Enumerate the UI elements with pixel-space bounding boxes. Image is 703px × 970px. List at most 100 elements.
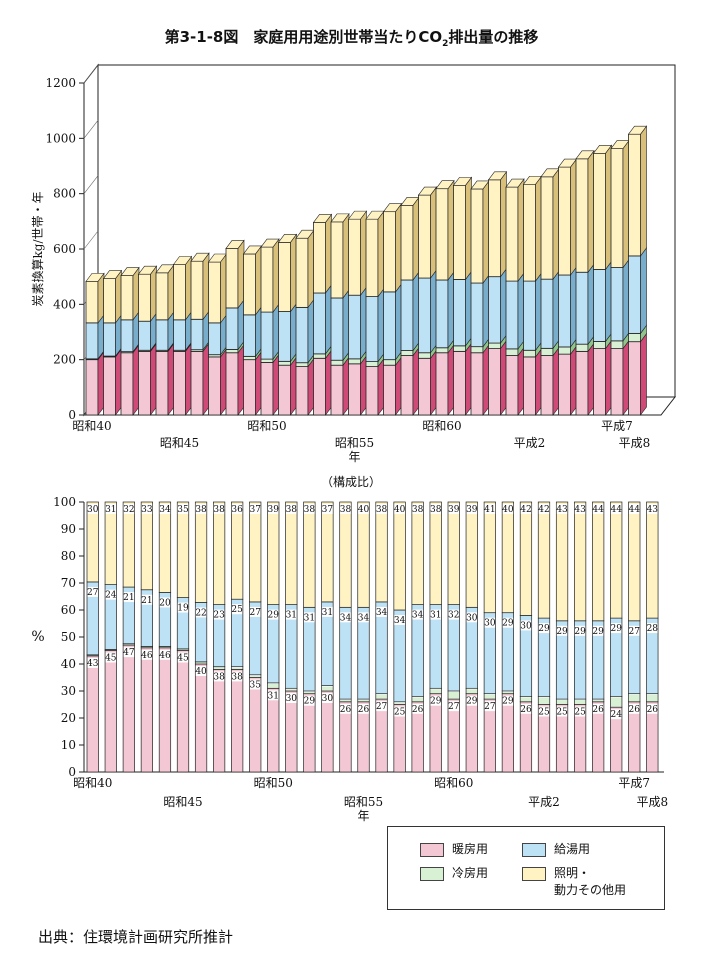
bar-hotwater xyxy=(122,586,135,645)
bar-lighting xyxy=(138,273,151,322)
value-label-lighting: 44 xyxy=(592,505,604,515)
bar-hotwater xyxy=(173,319,186,351)
y-tick-depth xyxy=(83,64,99,84)
bar-heating xyxy=(122,644,135,773)
bar-lighting xyxy=(313,222,326,294)
value-label-cooling: 2 xyxy=(559,691,565,701)
value-label-bg xyxy=(592,690,604,701)
x-tick-label: 昭和50 xyxy=(247,419,286,433)
value-label-heating: 26 xyxy=(520,705,532,715)
bar-group: 25 2 29 43 xyxy=(573,501,587,773)
bar-cooling xyxy=(519,696,533,703)
bar-lighting xyxy=(225,248,239,309)
bar-group xyxy=(610,139,630,416)
value-label-cooling: 2 xyxy=(379,686,385,696)
bar-top xyxy=(102,270,123,279)
bar-hotwater xyxy=(295,306,309,364)
bar-side-heating xyxy=(587,342,595,416)
bar-side-heating xyxy=(97,350,105,416)
bar-cooling xyxy=(330,359,344,366)
bar-group xyxy=(207,253,228,416)
value-label-cooling: 1 xyxy=(343,691,349,701)
value-label-cooling: 2 xyxy=(577,691,583,701)
value-label-lighting: 30 xyxy=(87,505,99,515)
bar-group xyxy=(522,175,543,416)
bar-side-lighting xyxy=(605,144,612,271)
bar-side-lighting xyxy=(640,125,647,257)
bar-cooling xyxy=(313,353,326,359)
bar-cooling xyxy=(447,690,460,700)
bar-lighting xyxy=(393,501,406,611)
bar-hotwater xyxy=(365,296,379,363)
bar-heating xyxy=(278,364,291,416)
bar-heating xyxy=(411,701,424,773)
value-label-lighting: 39 xyxy=(268,505,280,515)
value-label-cooling: 1 xyxy=(288,680,294,690)
bar-cooling xyxy=(357,698,370,703)
bar-group: 38 23 38 xyxy=(213,501,226,773)
bar-lighting xyxy=(348,218,361,296)
bar-lighting xyxy=(519,501,533,616)
bar-group: 46 20 34 xyxy=(158,501,172,773)
value-label-lighting: 38 xyxy=(430,505,442,515)
value-label-heating: 29 xyxy=(430,697,442,707)
bar-lighting xyxy=(540,176,554,280)
bar-lighting xyxy=(339,501,352,608)
value-label-bg xyxy=(629,625,640,636)
value-label-lighting: 38 xyxy=(195,505,207,515)
value-label-bg xyxy=(556,504,568,514)
bar-group: 26 1 34 40 xyxy=(357,501,370,773)
value-label-heating: 26 xyxy=(592,705,604,715)
bar-heating xyxy=(610,348,624,416)
value-label-hotwater: 29 xyxy=(502,619,514,629)
value-label-bg xyxy=(610,623,622,634)
value-label-bg xyxy=(466,504,478,514)
value-label-bg xyxy=(538,623,550,634)
value-label-bg xyxy=(358,690,369,701)
bar-heating xyxy=(103,356,116,416)
bar-cooling xyxy=(488,342,501,350)
bar-heating xyxy=(418,357,431,416)
y-tick-label: 50 xyxy=(61,630,76,644)
bar-hotwater xyxy=(208,322,221,356)
bar-lighting xyxy=(453,184,466,280)
bar-lighting xyxy=(573,501,587,622)
bar-group xyxy=(592,144,613,416)
bar-heating xyxy=(249,677,262,773)
value-label-lighting: 38 xyxy=(304,505,316,515)
bar-top xyxy=(627,125,648,135)
bar-group: 25 2 29 43 xyxy=(555,501,569,773)
bar-hotwater xyxy=(411,604,424,697)
bar-side-hotwater xyxy=(622,258,630,342)
value-label-bg xyxy=(177,652,189,663)
value-label-heating: 43 xyxy=(87,659,99,669)
legend-swatch xyxy=(420,867,444,881)
bar-cooling xyxy=(213,666,226,670)
y-tick-label: 20 xyxy=(61,711,76,725)
bar-heating xyxy=(519,701,533,773)
value-label-lighting: 38 xyxy=(376,505,388,515)
bar-heating xyxy=(555,704,569,773)
bar-lighting xyxy=(86,501,99,583)
bar-hotwater xyxy=(418,277,431,354)
value-label-bg xyxy=(448,609,459,620)
bar-cooling xyxy=(411,696,424,703)
bar-heating xyxy=(86,655,99,773)
value-label-heating: 38 xyxy=(231,672,243,682)
value-label-lighting: 33 xyxy=(141,505,153,515)
value-label-lighting: 40 xyxy=(394,505,406,515)
bar-hotwater xyxy=(375,601,388,695)
bar-lighting xyxy=(155,272,169,321)
value-label-hotwater: 27 xyxy=(87,588,99,598)
value-label-bg xyxy=(249,679,261,690)
bar-hotwater xyxy=(86,581,99,656)
value-label-bg xyxy=(286,504,297,514)
value-label-lighting: 31 xyxy=(105,505,116,515)
bar-cooling xyxy=(483,693,496,700)
bar-top xyxy=(277,234,298,243)
value-label-bg xyxy=(466,679,478,690)
value-label-cooling: 1 xyxy=(505,683,511,693)
value-label-bg xyxy=(448,682,459,692)
value-label-bg xyxy=(647,623,658,634)
value-label-heating: 47 xyxy=(123,648,135,658)
